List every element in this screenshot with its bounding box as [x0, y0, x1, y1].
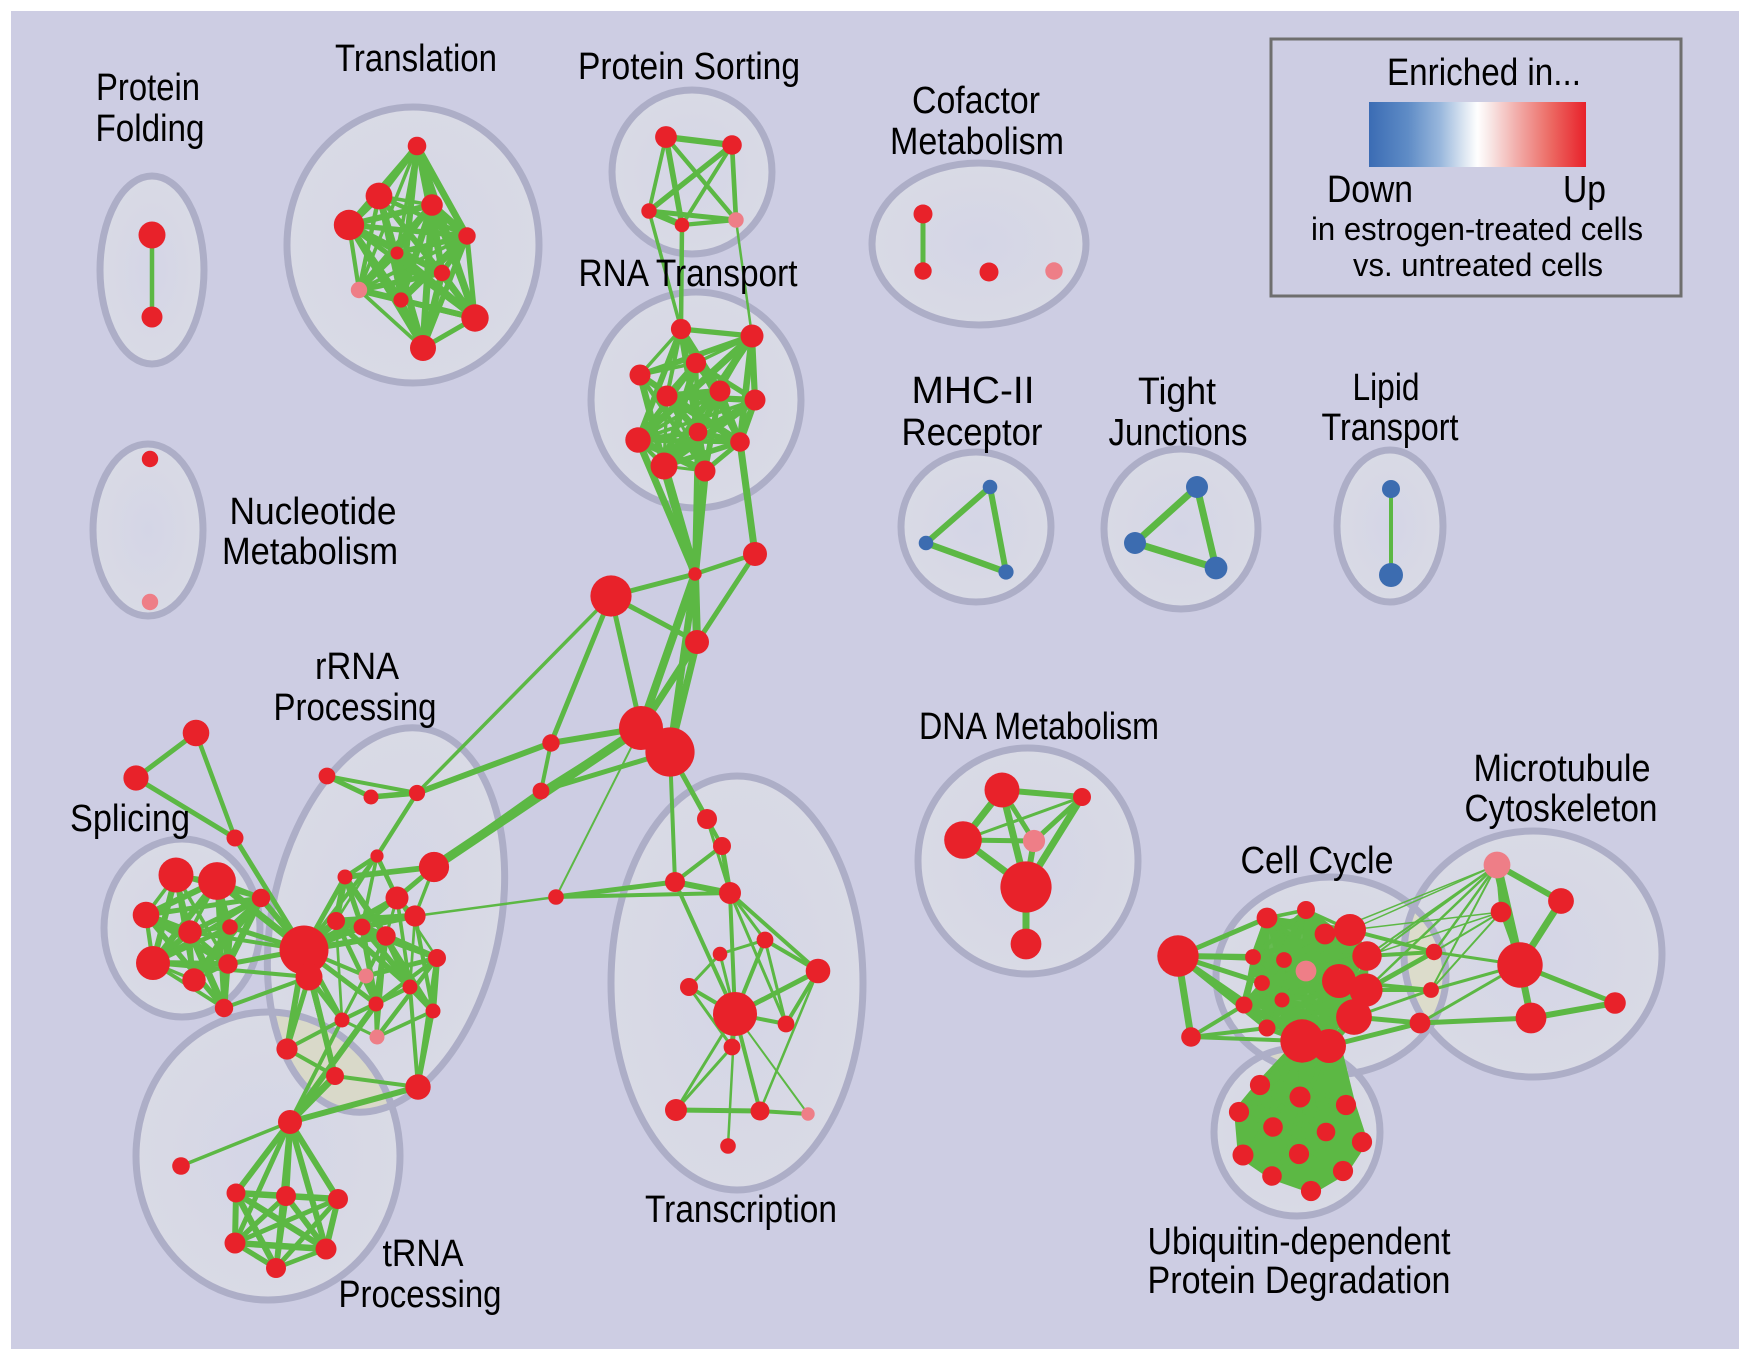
svg-text:Microtubule: Microtubule — [1474, 748, 1651, 790]
svg-text:Cell Cycle: Cell Cycle — [1241, 840, 1394, 882]
svg-text:Nucleotide: Nucleotide — [230, 491, 397, 533]
svg-text:Protein Degradation: Protein Degradation — [1148, 1260, 1451, 1302]
svg-text:in estrogen-treated cells: in estrogen-treated cells — [1311, 211, 1643, 247]
svg-text:Cofactor: Cofactor — [912, 80, 1040, 122]
svg-text:Transport: Transport — [1322, 407, 1459, 449]
svg-text:Junctions: Junctions — [1109, 412, 1248, 454]
svg-text:Splicing: Splicing — [70, 798, 190, 840]
svg-text:Metabolism: Metabolism — [222, 531, 398, 573]
svg-text:vs. untreated cells: vs. untreated cells — [1353, 247, 1603, 283]
svg-text:Metabolism: Metabolism — [890, 121, 1064, 163]
svg-text:Ubiquitin-dependent: Ubiquitin-dependent — [1148, 1221, 1451, 1263]
svg-text:RNA Transport: RNA Transport — [579, 253, 798, 295]
svg-text:Processing: Processing — [274, 687, 437, 729]
svg-text:Tight: Tight — [1138, 371, 1216, 413]
svg-text:Protein: Protein — [96, 67, 200, 109]
svg-text:tRNA: tRNA — [383, 1233, 465, 1275]
svg-text:Transcription: Transcription — [645, 1189, 837, 1231]
svg-text:Translation: Translation — [335, 38, 497, 80]
svg-text:DNA Metabolism: DNA Metabolism — [919, 706, 1159, 748]
svg-text:Folding: Folding — [96, 108, 205, 150]
svg-text:Receptor: Receptor — [902, 412, 1043, 454]
svg-text:Enriched in...: Enriched in... — [1387, 52, 1581, 94]
svg-text:Processing: Processing — [339, 1274, 502, 1316]
svg-text:Up: Up — [1563, 169, 1606, 211]
svg-text:Cytoskeleton: Cytoskeleton — [1465, 788, 1658, 830]
svg-text:rRNA: rRNA — [315, 646, 400, 688]
svg-text:MHC-II: MHC-II — [912, 370, 1035, 412]
svg-text:Lipid: Lipid — [1353, 367, 1420, 409]
svg-text:Protein Sorting: Protein Sorting — [578, 46, 800, 88]
svg-text:Down: Down — [1327, 169, 1413, 211]
